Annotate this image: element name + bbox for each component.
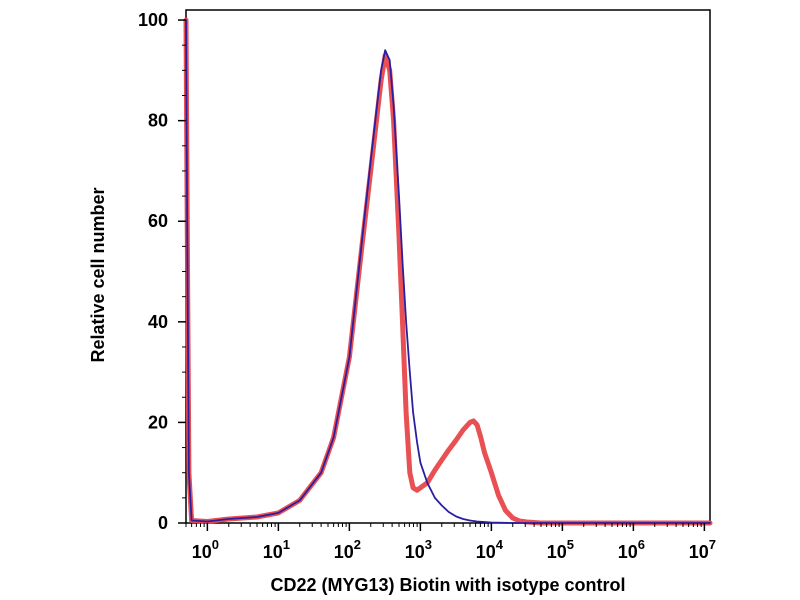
y-tick-label: 20 — [148, 412, 168, 432]
series-layer — [183, 17, 713, 526]
plot-area — [185, 9, 711, 524]
y-tick-label: 100 — [138, 10, 168, 30]
x-axis-title: CD22 (MYG13) Biotin with isotype control — [270, 575, 625, 595]
series-line-2 — [185, 19, 711, 524]
y-axis-title: Relative cell number — [88, 187, 108, 362]
x-tick-label: 105 — [547, 537, 574, 562]
x-tick-label: 106 — [618, 537, 645, 562]
y-tick-label: 0 — [158, 513, 168, 533]
series-line-1 — [183, 17, 713, 526]
y-tick-label: 80 — [148, 111, 168, 131]
y-tick-label: 60 — [148, 211, 168, 231]
x-axis: 100 101 102 103 104 105 106 107 — [185, 523, 716, 562]
plot-border — [185, 9, 711, 524]
x-tick-label: 101 — [263, 537, 290, 562]
x-tick-label: 104 — [476, 537, 504, 562]
x-tick-label: 103 — [405, 537, 432, 562]
y-tick-label: 40 — [148, 312, 168, 332]
x-tick-label: 102 — [334, 537, 361, 562]
x-tick-label: 100 — [192, 537, 219, 562]
y-axis: 0 20 40 60 80 100 — [138, 10, 186, 533]
x-tick-label: 107 — [689, 537, 716, 562]
